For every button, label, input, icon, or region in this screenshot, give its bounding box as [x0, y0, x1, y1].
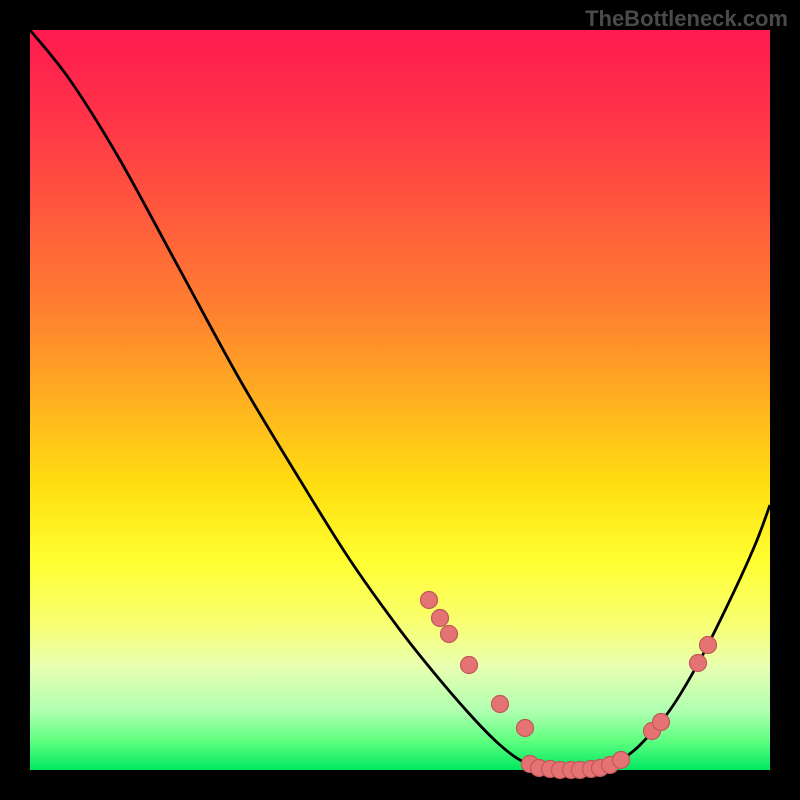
data-dot [421, 592, 438, 609]
chart-container: { "watermark": { "text": "TheBottleneck.… [0, 0, 800, 800]
watermark-text: TheBottleneck.com [585, 6, 788, 32]
bottleneck-chart [0, 0, 800, 800]
data-dot [690, 655, 707, 672]
data-dot [432, 610, 449, 627]
data-dot [441, 626, 458, 643]
data-dot [653, 714, 670, 731]
data-dot [461, 657, 478, 674]
gradient-plot-area [30, 30, 770, 770]
data-dot [492, 696, 509, 713]
data-dot [700, 637, 717, 654]
data-dot [613, 752, 630, 769]
data-dot [517, 720, 534, 737]
